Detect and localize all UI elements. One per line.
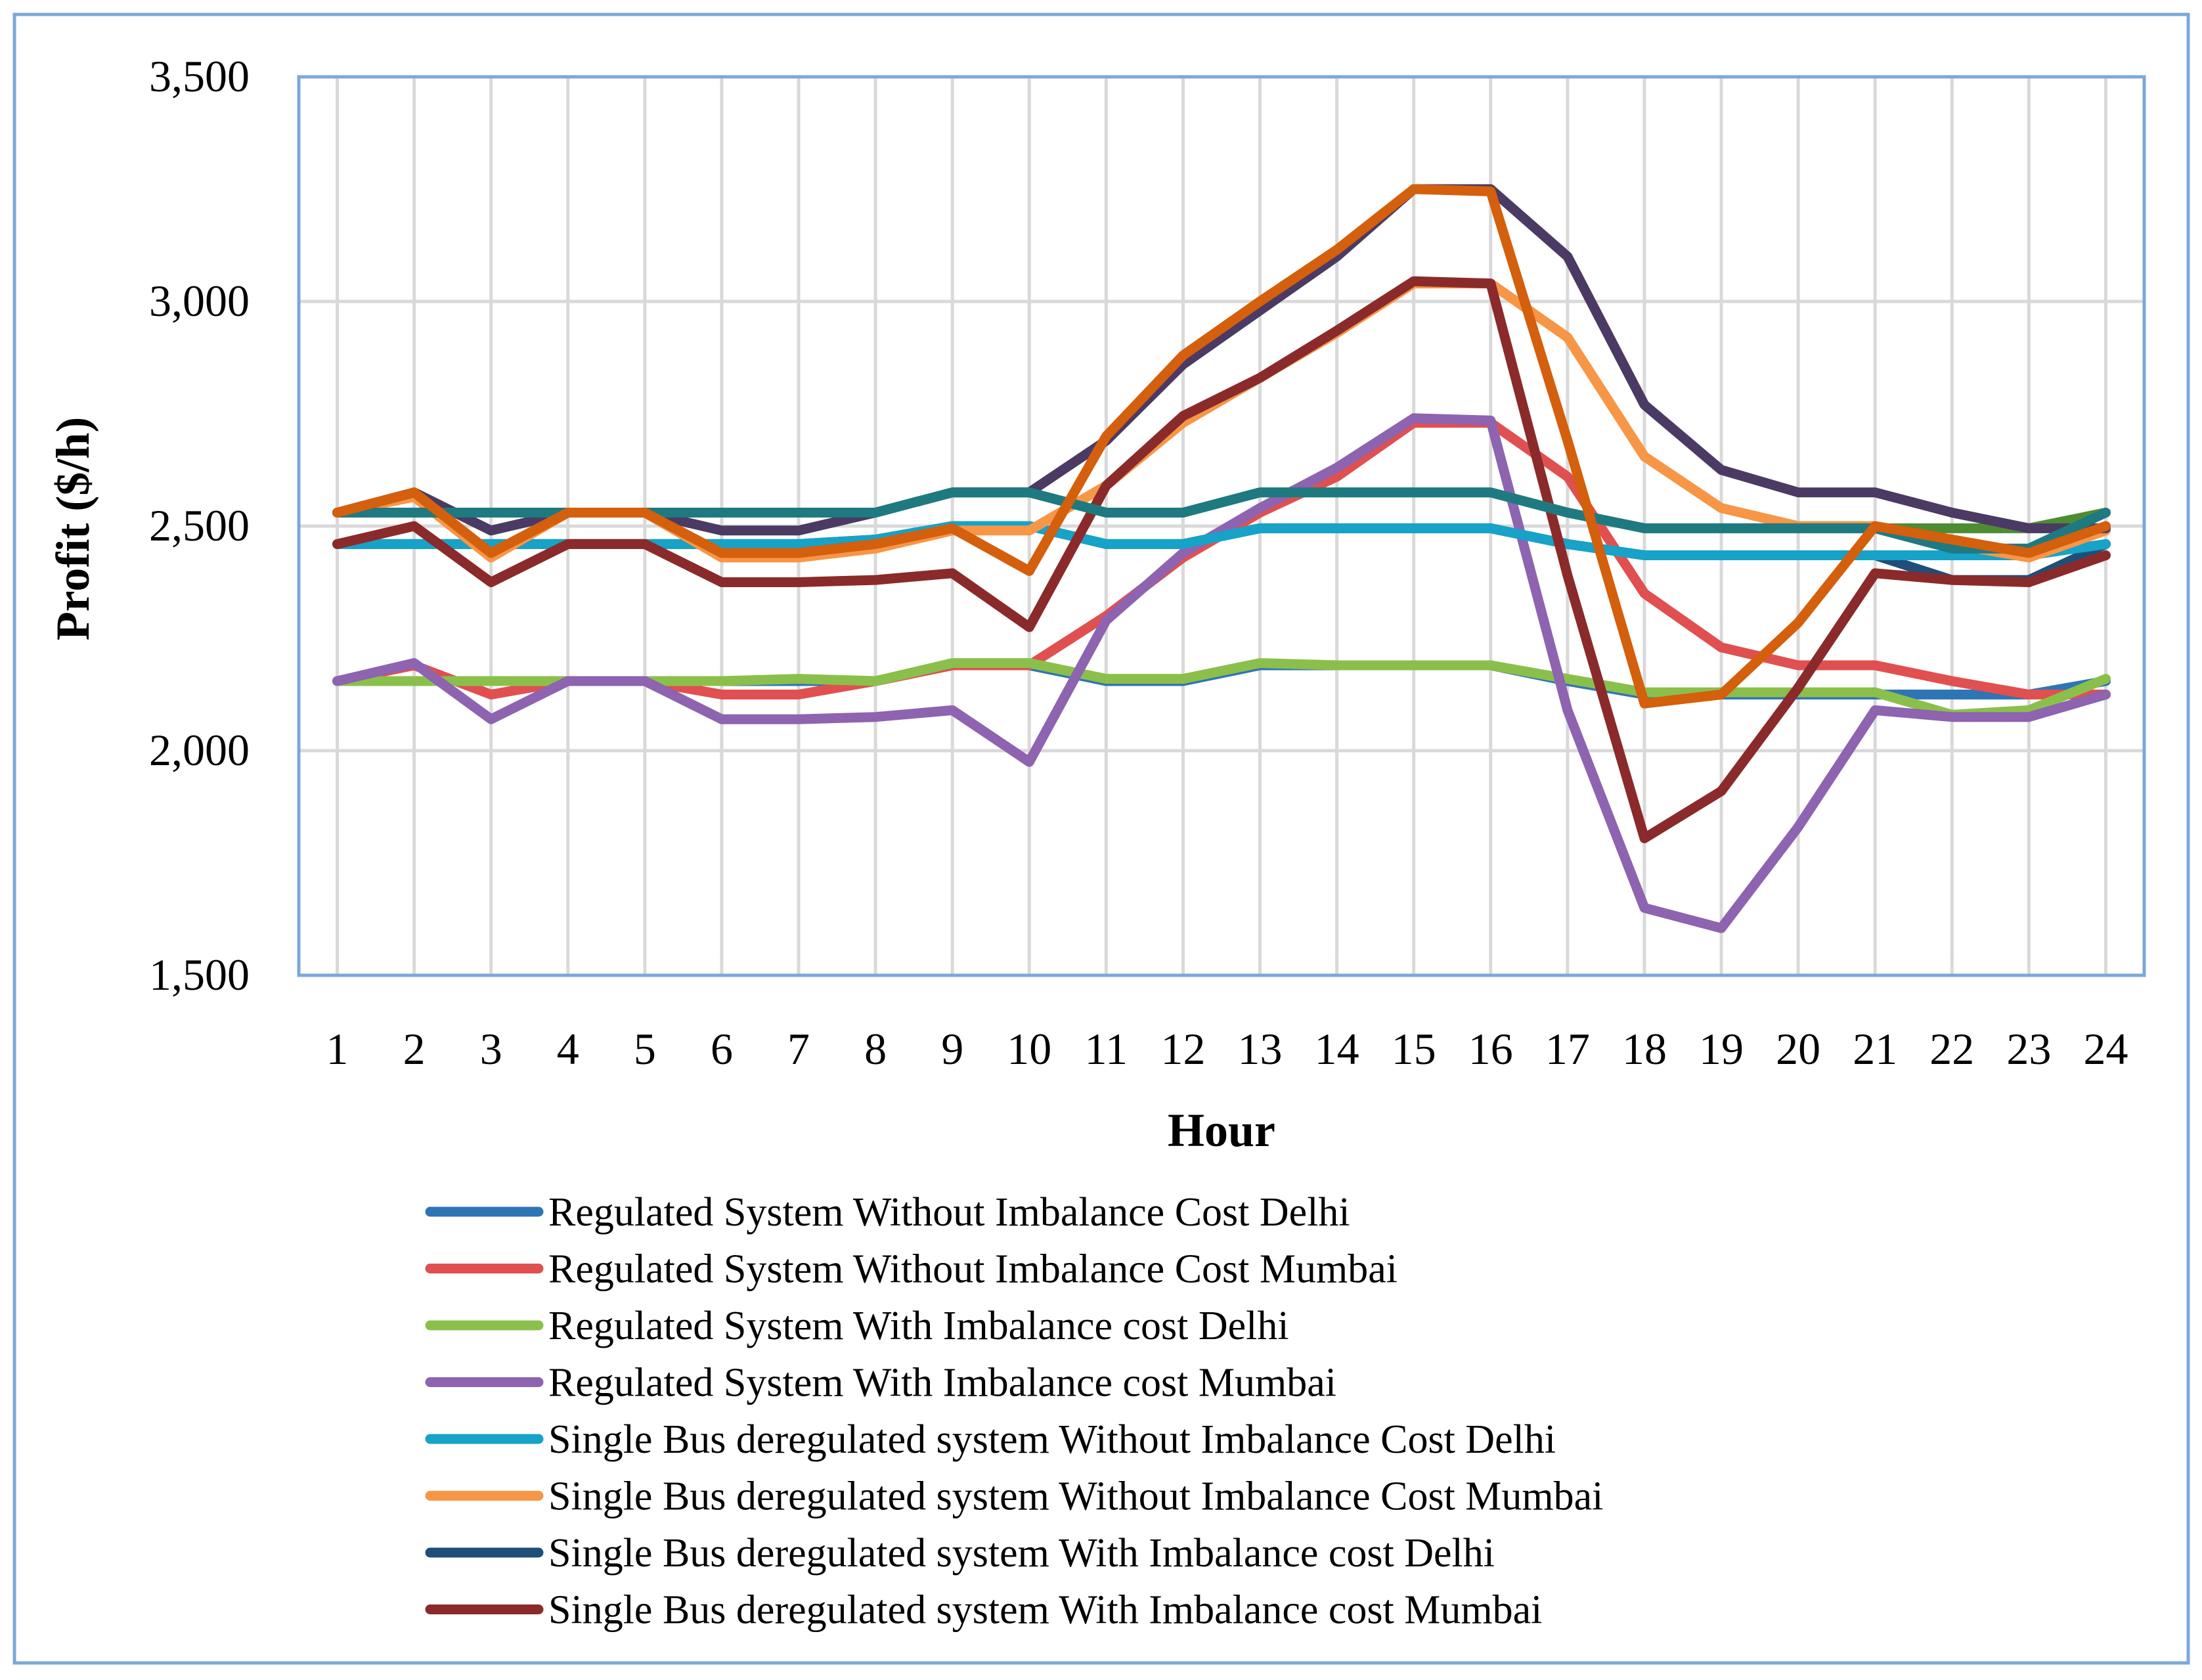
x-tick-label: 9 bbox=[941, 1024, 963, 1074]
legend-label: Regulated System Without Imbalance Cost … bbox=[548, 1190, 1350, 1235]
legend-label: Single Bus deregulated system With Imbal… bbox=[548, 1588, 1542, 1633]
legend-label: Single Bus deregulated system Without Im… bbox=[548, 1474, 1603, 1519]
x-tick-label: 7 bbox=[787, 1024, 810, 1074]
x-tick-label: 16 bbox=[1468, 1024, 1513, 1074]
plot-area-frame bbox=[297, 75, 2146, 977]
x-axis-title: Hour bbox=[1168, 1104, 1275, 1157]
series-line-regulated-system-with-imbalance-cost-mumbai bbox=[332, 413, 2111, 933]
x-tick-label: 5 bbox=[634, 1024, 656, 1074]
x-tick-label: 6 bbox=[711, 1024, 733, 1074]
legend-label: Single Bus deregulated system With Imbal… bbox=[548, 1531, 1495, 1576]
x-tick-label: 10 bbox=[1007, 1024, 1051, 1074]
legend-label: Single Bus deregulated system Without Im… bbox=[548, 1417, 1556, 1462]
legend: Regulated System Without Imbalance Cost … bbox=[425, 1190, 1603, 1633]
x-tick-label: 2 bbox=[403, 1024, 426, 1074]
y-axis-title: Profit ($/h) bbox=[47, 417, 99, 641]
legend-label: Regulated System Without Imbalance Cost … bbox=[548, 1247, 1398, 1292]
x-tick-label: 4 bbox=[557, 1024, 579, 1074]
legend-label: Regulated System With Imbalance cost Mum… bbox=[548, 1361, 1336, 1405]
y-tick-label: 2,000 bbox=[149, 725, 250, 775]
y-tick-label: 3,500 bbox=[149, 51, 250, 101]
x-tick-label: 19 bbox=[1699, 1024, 1744, 1074]
x-tick-label: 20 bbox=[1776, 1024, 1820, 1074]
x-tick-label: 12 bbox=[1160, 1024, 1205, 1074]
x-tick-label: 14 bbox=[1315, 1024, 1359, 1074]
x-tick-label: 22 bbox=[1929, 1024, 1974, 1074]
series-lines bbox=[332, 184, 2111, 933]
x-tick-label: 23 bbox=[2006, 1024, 2051, 1074]
x-tick-label: 15 bbox=[1392, 1024, 1436, 1074]
y-tick-label: 1,500 bbox=[149, 950, 250, 1000]
x-axis-ticks: 1 2 3 4 5 6 7 8 9 10 11 12 13 14 15 16 17 18 19 20 21 22 23 24 bbox=[326, 1024, 2128, 1074]
y-tick-label: 2,500 bbox=[149, 500, 250, 550]
y-tick-label: 3,000 bbox=[149, 276, 250, 326]
x-tick-label: 3 bbox=[480, 1024, 502, 1074]
x-tick-label: 24 bbox=[2083, 1024, 2128, 1074]
x-tick-label: 18 bbox=[1622, 1024, 1667, 1074]
outer-frame bbox=[12, 12, 2190, 1665]
x-tick-label: 21 bbox=[1853, 1024, 1897, 1074]
x-tick-label: 8 bbox=[864, 1024, 887, 1074]
series-line-single-bus-deregulated-system-with-imbalance-cost-mumbai bbox=[332, 276, 2111, 843]
x-tick-label: 17 bbox=[1545, 1024, 1590, 1074]
x-tick-label: 1 bbox=[326, 1024, 349, 1074]
legend-label: Regulated System With Imbalance cost Del… bbox=[548, 1304, 1289, 1348]
x-tick-label: 11 bbox=[1085, 1024, 1128, 1074]
x-tick-label: 13 bbox=[1238, 1024, 1283, 1074]
series-line-single-bus-extra-mumbai bbox=[332, 184, 2111, 709]
y-axis-ticks: 1,500 2,000 2,500 3,000 3,500 bbox=[149, 51, 250, 1000]
